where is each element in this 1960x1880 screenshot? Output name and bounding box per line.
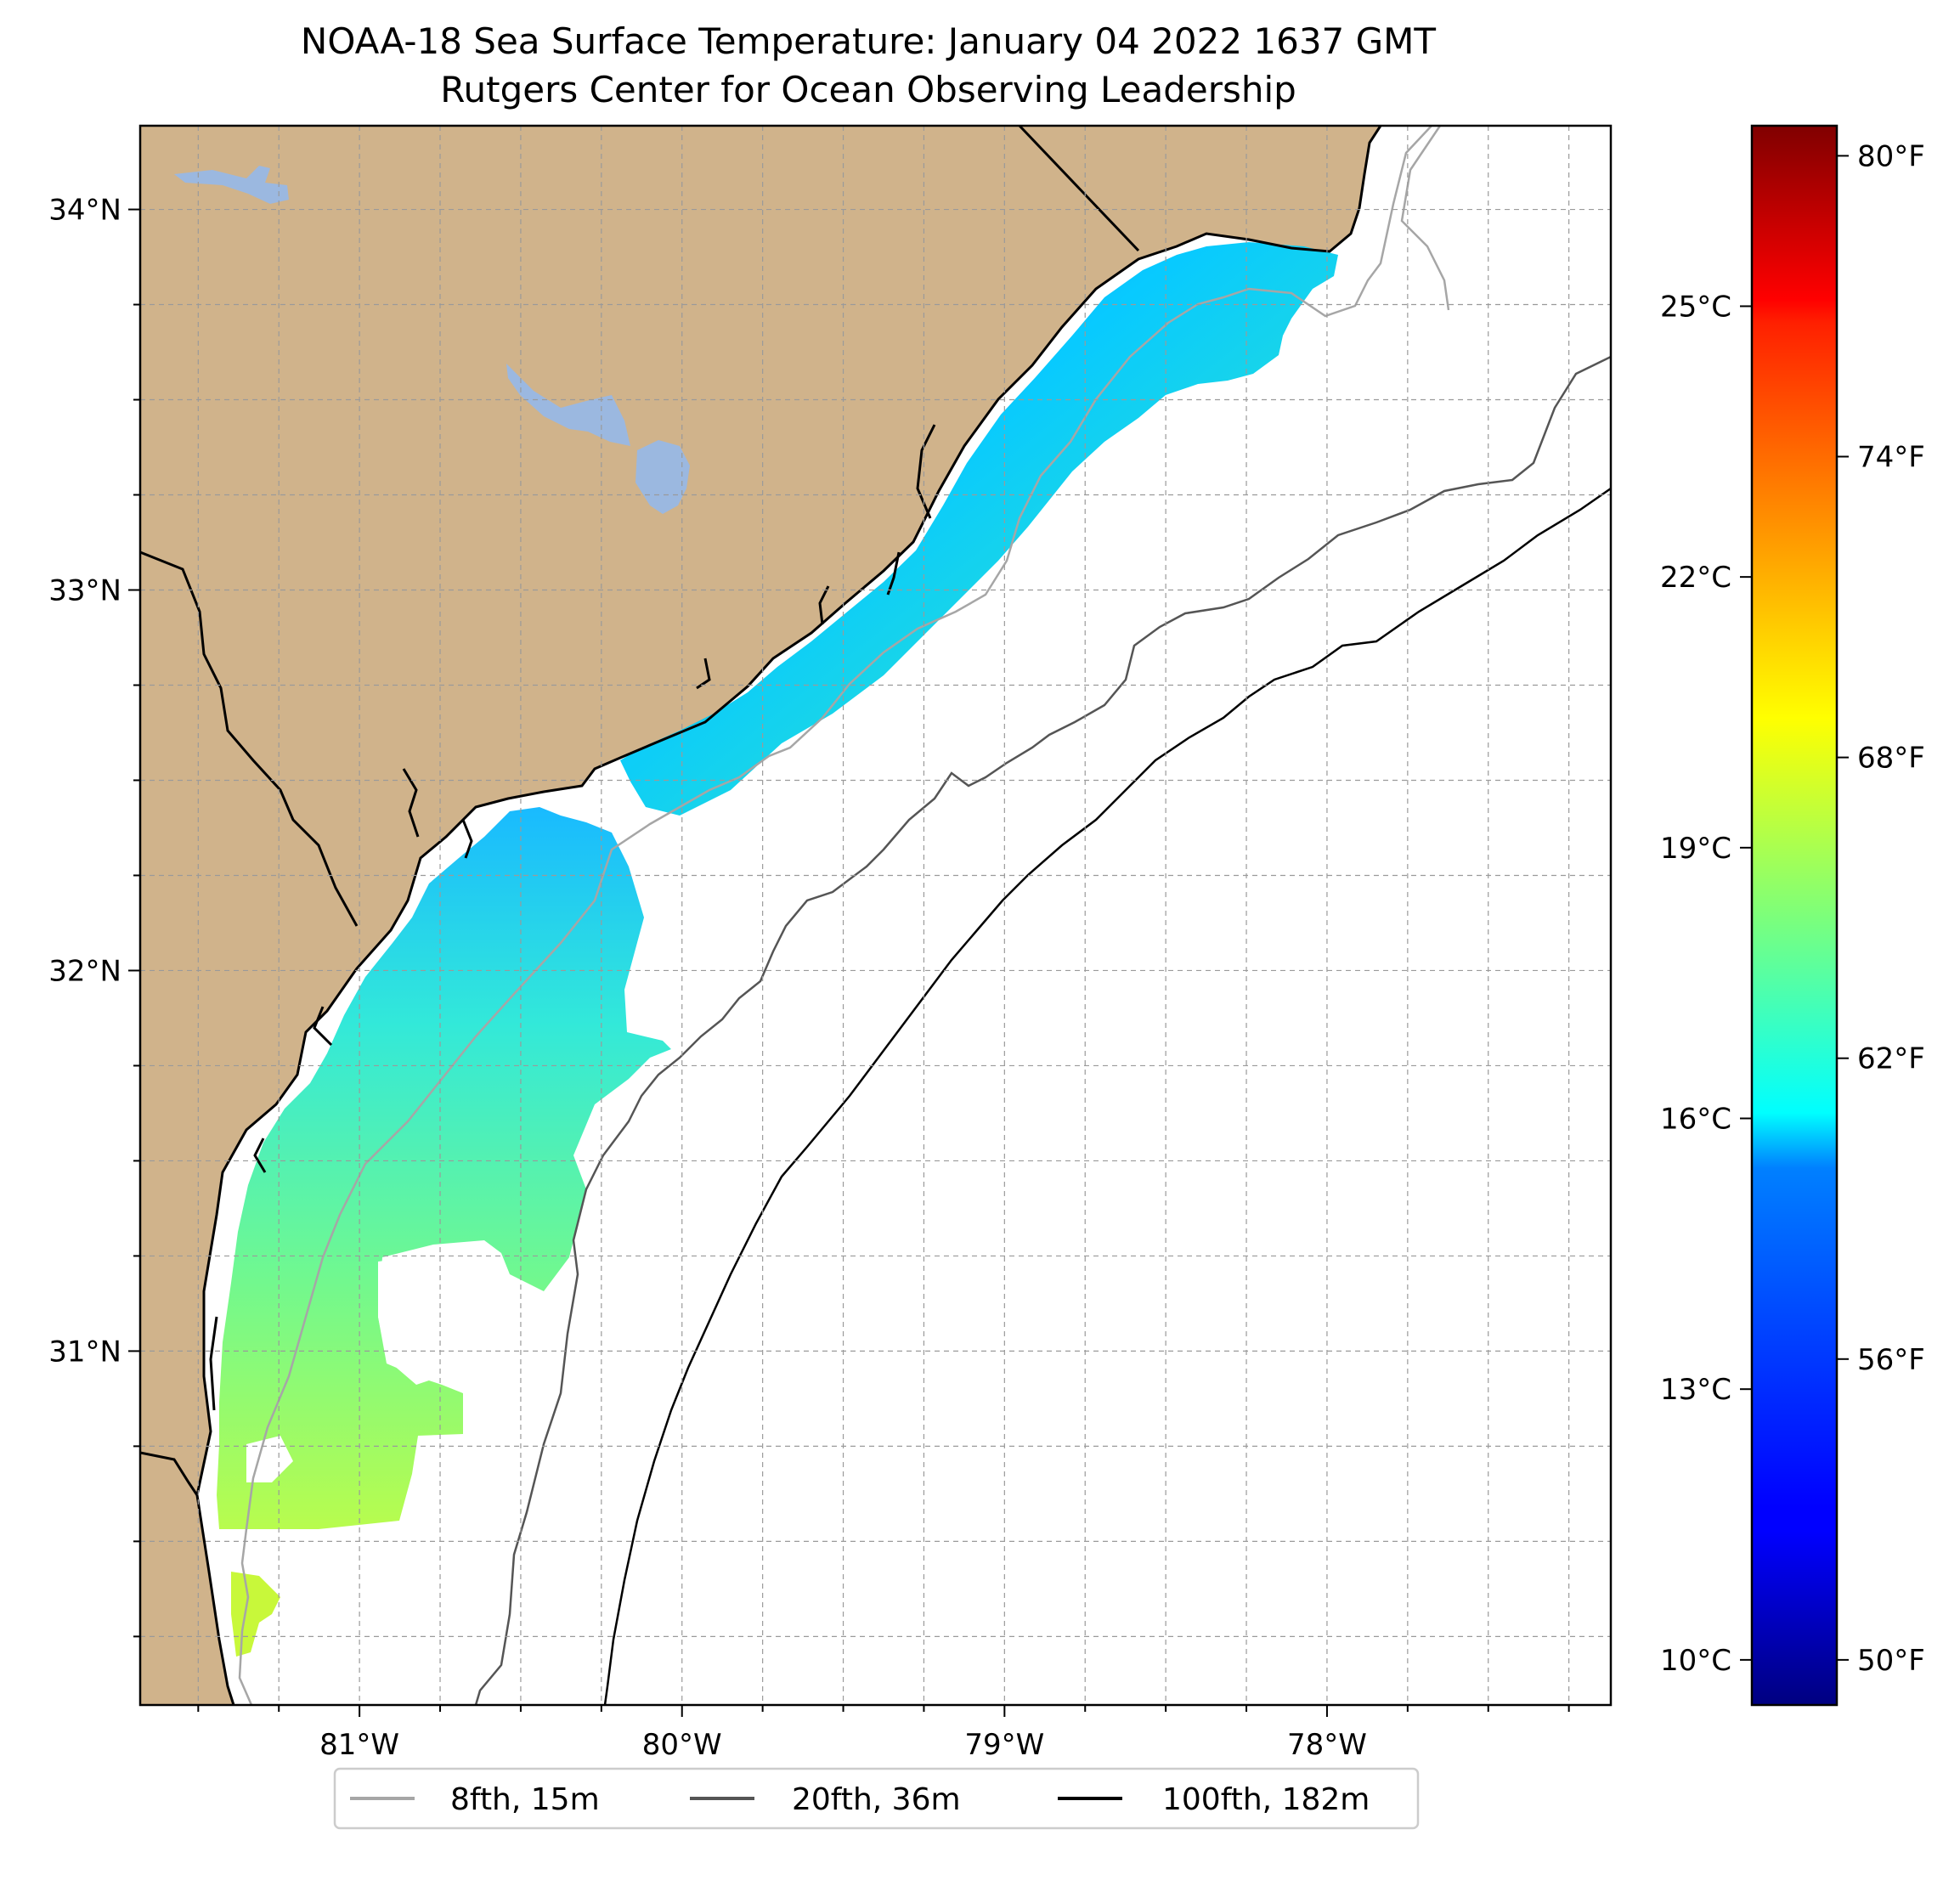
sst-coastal-strip xyxy=(231,1572,280,1657)
legend-label-8fth: 8fth, 15m xyxy=(450,1782,600,1817)
colorbar-label-celsius: 16°C xyxy=(1660,1103,1731,1137)
coastline xyxy=(140,126,1382,1705)
lat-tick-label: 31°N xyxy=(48,1335,121,1369)
legend-box xyxy=(333,1767,1420,1830)
land-area xyxy=(140,126,1381,1705)
axis-ticks: 34°N 33°N 32°N 31°N 81°W 80°W 79°W 78°W xyxy=(48,194,1570,1762)
colorbar-gradient xyxy=(1752,126,1837,1705)
colorbar-label-fahrenheit: 74°F xyxy=(1857,441,1925,475)
contour-8fth-b xyxy=(1400,126,1450,311)
colorbar-label-fahrenheit: 50°F xyxy=(1857,1644,1925,1678)
legend-label-20fth: 20fth, 36m xyxy=(792,1782,961,1817)
sst-swath-south xyxy=(217,807,671,1529)
lon-tick-label: 78°W xyxy=(1287,1728,1367,1762)
colorbar-label-celsius: 10°C xyxy=(1660,1644,1731,1678)
colorbar-ticks: 10°C 13°C 16°C 19°C 22°C 25°C 50°F 56°F 62°F 68°F… xyxy=(1660,139,1925,1677)
lon-tick-label: 81°W xyxy=(319,1728,399,1762)
colorbar-label-celsius: 13°C xyxy=(1660,1373,1731,1407)
title-line-1: NOAA-18 Sea Surface Temperature: January… xyxy=(301,20,1437,62)
legend: 8fth, 15m 20fth, 36m 100fth, 182m xyxy=(333,1767,1420,1830)
contour-8fth xyxy=(238,126,1432,1705)
contour-20fth xyxy=(474,355,1611,1705)
colorbar-label-fahrenheit: 56°F xyxy=(1857,1343,1925,1377)
lon-tick-label: 80°W xyxy=(642,1728,722,1762)
sst-swath-north xyxy=(620,242,1338,816)
data-gap-1 xyxy=(378,1249,510,1385)
colorbar-label-celsius: 25°C xyxy=(1660,290,1731,324)
lat-tick-label: 34°N xyxy=(48,194,121,228)
gridlines xyxy=(140,126,1611,1705)
title-line-2: Rutgers Center for Ocean Observing Leade… xyxy=(440,69,1296,110)
colorbar-frame xyxy=(1750,124,1839,1707)
colorbar-label-fahrenheit: 68°F xyxy=(1857,742,1925,776)
lake-upper xyxy=(174,166,289,204)
legend-label-100fth: 100fth, 182m xyxy=(1162,1782,1370,1817)
data-gap-2 xyxy=(246,1436,293,1482)
map-panel: 34°N 33°N 32°N 31°N 81°W 80°W 79°W 78°W xyxy=(48,124,1613,1762)
colorbar-label-celsius: 22°C xyxy=(1660,561,1731,595)
lake-marion xyxy=(506,364,630,446)
colorbar-label-celsius: 19°C xyxy=(1660,832,1731,866)
lon-tick-label: 79°W xyxy=(964,1728,1044,1762)
lat-tick-label: 33°N xyxy=(48,574,121,608)
colorbar-label-fahrenheit: 62°F xyxy=(1857,1042,1925,1076)
lat-tick-label: 32°N xyxy=(48,954,121,988)
lake-moultrie xyxy=(635,440,690,514)
contour-100fth xyxy=(603,487,1611,1705)
colorbar: 10°C 13°C 16°C 19°C 22°C 25°C 50°F 56°F 62°F 68°F… xyxy=(1660,124,1925,1707)
colorbar-label-fahrenheit: 80°F xyxy=(1857,139,1925,173)
map-frame xyxy=(138,124,1613,1707)
